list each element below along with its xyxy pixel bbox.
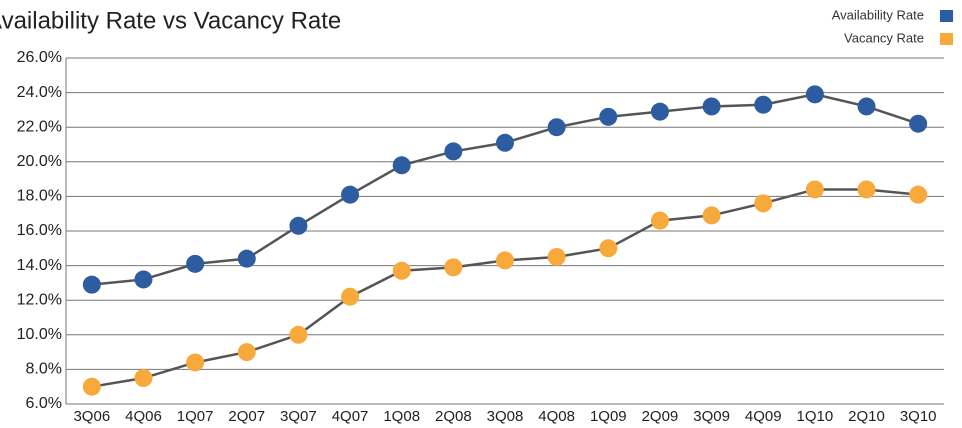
x-tick-label: 3Q09 (693, 408, 730, 425)
data-point (392, 261, 411, 280)
data-point (134, 270, 153, 289)
x-tick-label: 4Q07 (332, 408, 369, 425)
x-tick-label: 3Q08 (487, 408, 524, 425)
y-tick-label: 22.0% (17, 118, 62, 135)
data-point (547, 247, 566, 266)
data-point (341, 185, 360, 204)
y-tick-label: 8.0% (26, 361, 62, 378)
data-point (754, 194, 773, 213)
x-tick-label: 1Q10 (797, 408, 834, 425)
data-point (134, 369, 153, 388)
data-point (186, 353, 205, 372)
x-tick-label: 2Q07 (228, 408, 265, 425)
data-point (496, 251, 514, 270)
data-point (599, 107, 618, 126)
y-tick-label: 16.0% (17, 222, 62, 239)
data-point (237, 343, 256, 362)
x-tick-label: 1Q08 (383, 408, 420, 425)
data-point (186, 254, 205, 273)
data-point (237, 249, 256, 268)
data-point (444, 258, 463, 277)
y-tick-label: 20.0% (17, 153, 62, 170)
x-tick-label: 2Q10 (848, 408, 885, 425)
data-point (909, 114, 928, 133)
data-point (82, 275, 101, 294)
data-point (857, 97, 876, 116)
data-point (805, 85, 824, 104)
x-tick-label: 4Q06 (125, 408, 162, 425)
data-point (702, 97, 721, 116)
x-tick-label: 3Q07 (280, 408, 317, 425)
data-point (496, 133, 514, 152)
x-tick-label: 1Q09 (590, 408, 627, 425)
x-tick-label: 1Q07 (177, 408, 214, 425)
data-point (702, 206, 721, 225)
legend-label: Availability Rate (832, 7, 924, 22)
data-point (857, 180, 876, 199)
data-point (392, 156, 411, 175)
data-point (909, 185, 928, 204)
data-point (341, 287, 360, 306)
series-line (91, 188, 919, 388)
chart-title: Availability Rate vs Vacancy Rate (0, 7, 341, 34)
y-tick-label: 18.0% (17, 188, 62, 205)
x-tick-label: 3Q06 (73, 408, 110, 425)
x-tick-label: 3Q10 (900, 408, 937, 425)
y-tick-label: 24.0% (17, 84, 62, 101)
data-point (547, 118, 566, 137)
data-point (444, 142, 463, 161)
data-point (754, 95, 773, 114)
data-point (650, 102, 669, 121)
y-tick-label: 10.0% (17, 326, 62, 343)
x-tick-label: 4Q08 (538, 408, 575, 425)
legend-swatch (940, 33, 953, 45)
data-point (289, 325, 308, 344)
data-point (289, 216, 308, 235)
y-tick-label: 12.0% (17, 291, 62, 308)
x-tick-label: 2Q09 (642, 408, 679, 425)
x-tick-label: 2Q08 (435, 408, 472, 425)
y-tick-label: 6.0% (26, 395, 62, 412)
data-point (82, 377, 101, 396)
data-point (650, 211, 669, 230)
legend-label: Vacancy Rate (844, 30, 924, 45)
data-point (805, 180, 824, 199)
data-point (599, 239, 618, 258)
x-tick-label: 4Q09 (745, 408, 782, 425)
y-tick-label: 26.0% (17, 49, 62, 66)
legend-swatch (940, 10, 953, 22)
y-tick-label: 14.0% (17, 257, 62, 274)
